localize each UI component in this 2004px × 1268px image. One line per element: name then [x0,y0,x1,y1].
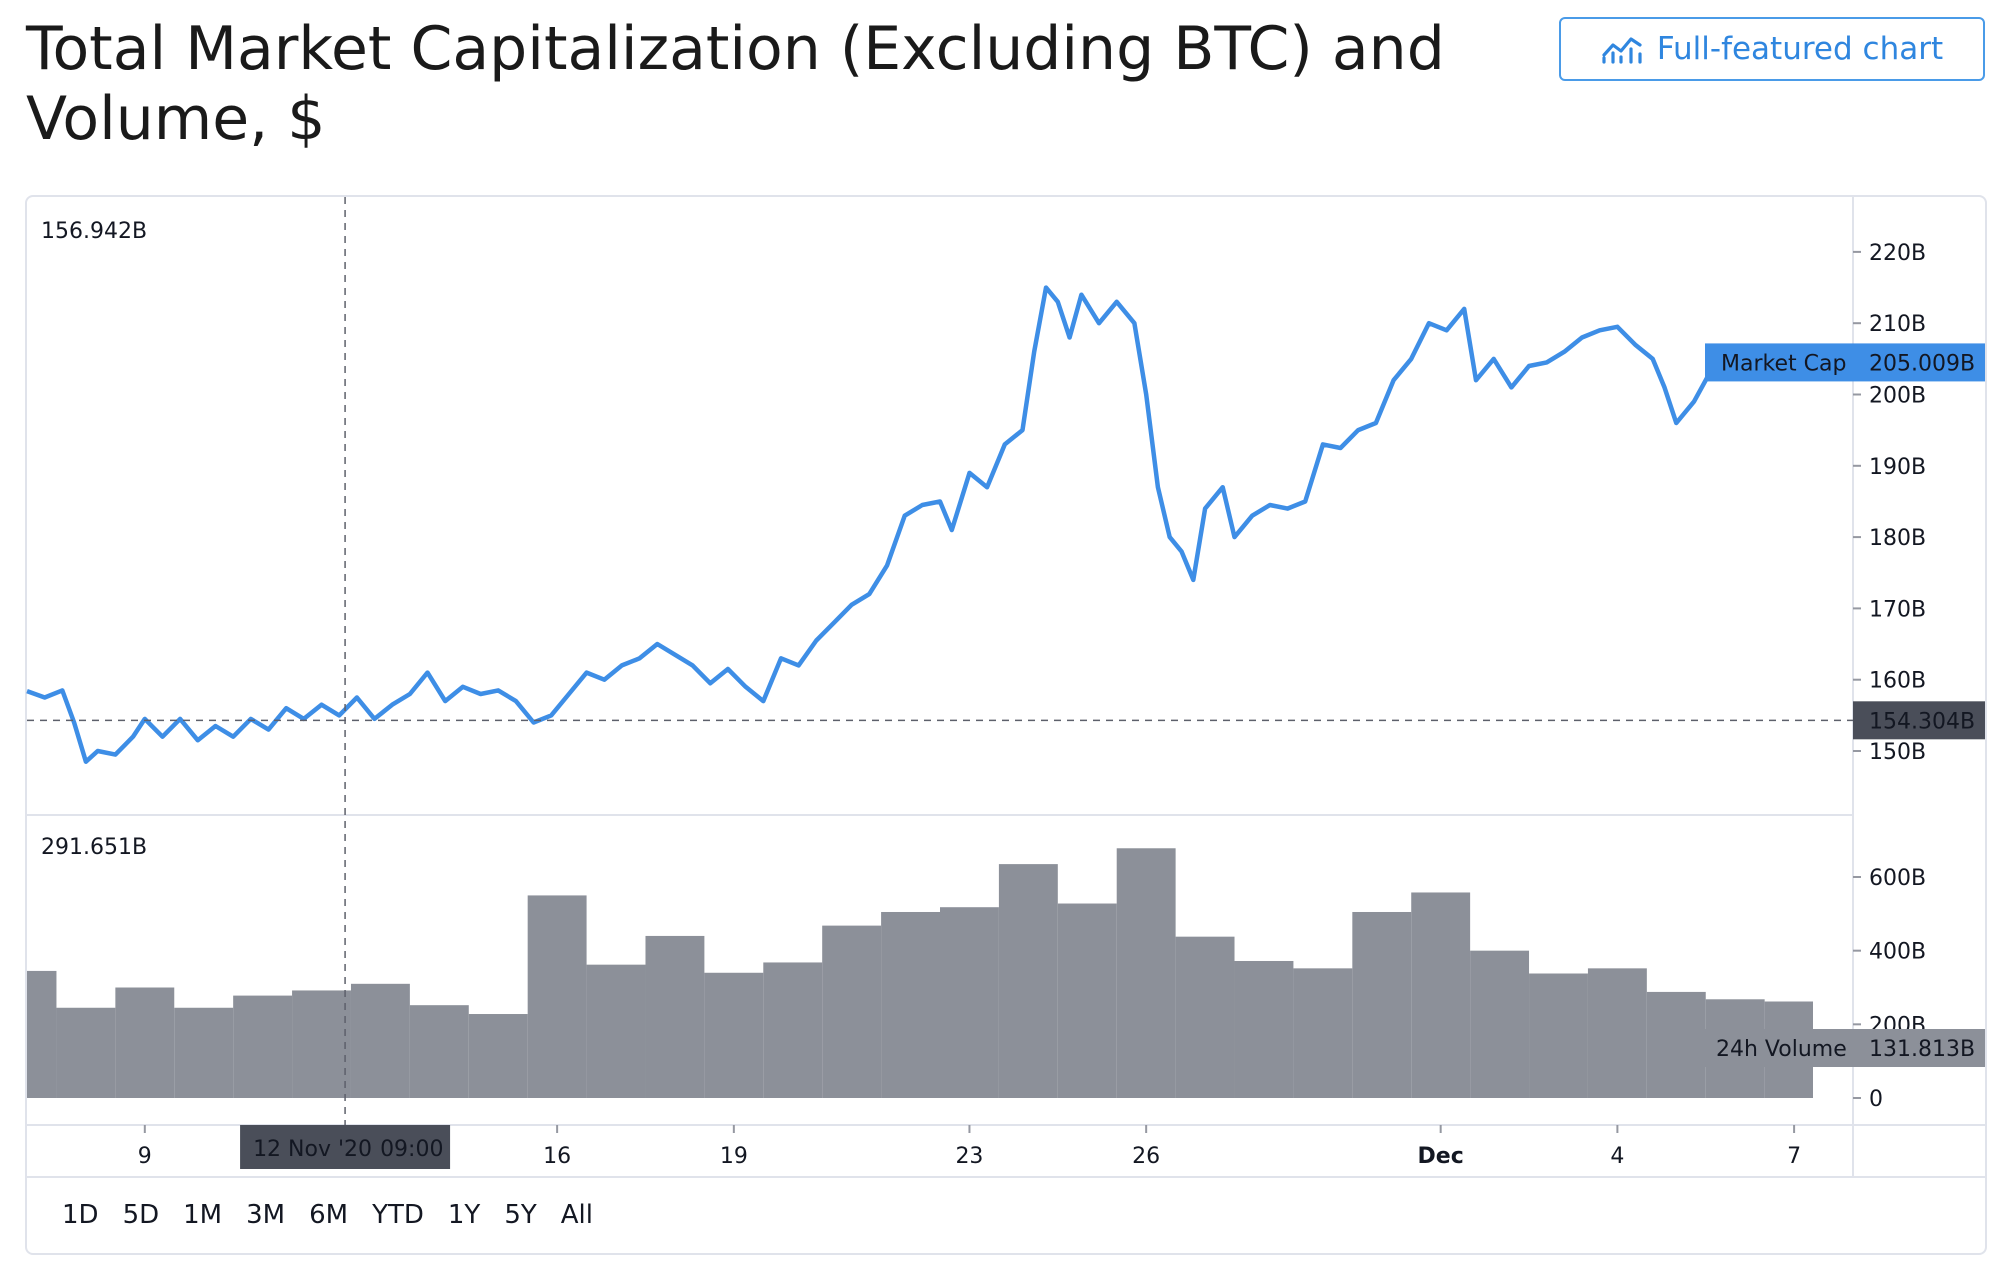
time-axis-label: 26 [1132,1144,1160,1169]
volume-bar[interactable] [1470,950,1530,1098]
volume-bar[interactable] [468,1014,528,1098]
volume-bar[interactable] [998,864,1058,1098]
volume-bar[interactable] [527,895,587,1098]
crosshair-date: 12 Nov '20 [253,1137,372,1162]
volume-bar[interactable] [115,987,175,1099]
volume-legend-value: 291.651B [41,835,147,860]
volume-bar[interactable] [1293,968,1353,1098]
crosshair-price-box [1853,701,1985,740]
time-axis-label: Dec [1418,1144,1464,1169]
range-all[interactable]: All [560,1200,593,1230]
range-5d[interactable]: 5D [122,1200,160,1230]
volume-bar[interactable] [56,1007,116,1098]
volume-bar[interactable] [233,995,293,1098]
page-title: Total Market Capitalization (Excluding B… [26,14,1445,154]
market-cap-last-value: 205.009B [1869,351,1975,376]
range-1y[interactable]: 1Y [447,1200,481,1230]
time-axis-label: 23 [955,1144,983,1169]
price-axis-label: 220B [1869,241,1926,266]
volume-bar[interactable] [1646,991,1706,1098]
volume-bar[interactable] [940,907,999,1098]
time-axis-label: 19 [720,1144,748,1169]
volume-bar[interactable] [1529,973,1588,1098]
time-axis-label: 16 [543,1144,571,1169]
volume-label: 24h Volume [1716,1037,1847,1062]
full-featured-chart-label: Full-featured chart [1656,31,1944,67]
crosshair-date-box [240,1125,451,1169]
volume-bar[interactable] [586,964,646,1098]
volume-bar[interactable] [763,962,823,1098]
chart-icon [1602,37,1642,64]
volume-bar[interactable] [1587,968,1647,1098]
volume-axis-label: 600B [1869,866,1926,891]
crosshair-time: 09:00 [380,1137,443,1162]
volume-label-box [1705,1029,1985,1067]
time-axis-label: 7 [1787,1144,1801,1169]
range-5y[interactable]: 5Y [504,1200,537,1230]
price-axis-label: 210B [1869,312,1926,337]
volume-bar[interactable] [881,911,940,1098]
volume-axis-label: 400B [1869,940,1926,965]
full-featured-chart-button[interactable]: Full-featured chart [1559,17,1985,81]
range-selector: 1D 5D 1M 3M 6M YTD 1Y 5Y All [50,1200,605,1230]
volume-bar[interactable] [174,1007,234,1098]
volume-bar[interactable] [645,935,705,1098]
volume-bar[interactable] [27,970,57,1098]
market-cap-label-box [1705,343,1985,382]
price-axis-label: 150B [1869,740,1926,765]
volume-bar[interactable] [1411,892,1471,1098]
range-1m[interactable]: 1M [183,1200,223,1230]
market-cap-label: Market Cap [1721,351,1846,376]
range-ytd[interactable]: YTD [372,1200,424,1230]
price-axis-label: 200B [1869,384,1926,409]
volume-bar[interactable] [822,925,882,1098]
market-cap-legend-value: 156.942B [41,219,147,244]
volume-bar[interactable] [1057,903,1117,1098]
range-6m[interactable]: 6M [309,1200,349,1230]
time-axis-label: 9 [138,1144,152,1169]
price-axis-label: 190B [1869,455,1926,480]
volume-bar[interactable] [1116,848,1176,1098]
market-cap-line[interactable] [26,285,1854,764]
price-axis-label: 170B [1869,597,1926,622]
time-axis-label: 4 [1610,1144,1624,1169]
crosshair-price: 154.304B [1869,709,1975,734]
volume-bar[interactable] [409,1005,469,1098]
volume-bar[interactable] [704,972,764,1098]
price-axis-label: 160B [1869,669,1926,694]
volume-bar[interactable] [292,990,351,1098]
range-3m[interactable]: 3M [246,1200,286,1230]
volume-axis-label: 0 [1869,1087,1883,1112]
volume-bar[interactable] [1234,960,1294,1098]
range-1d[interactable]: 1D [62,1200,99,1230]
volume-last-value: 131.813B [1869,1037,1975,1062]
price-axis-label: 180B [1869,526,1926,551]
volume-bar[interactable] [1175,936,1235,1098]
volume-bar[interactable] [350,983,410,1098]
volume-bar[interactable] [1352,911,1412,1098]
